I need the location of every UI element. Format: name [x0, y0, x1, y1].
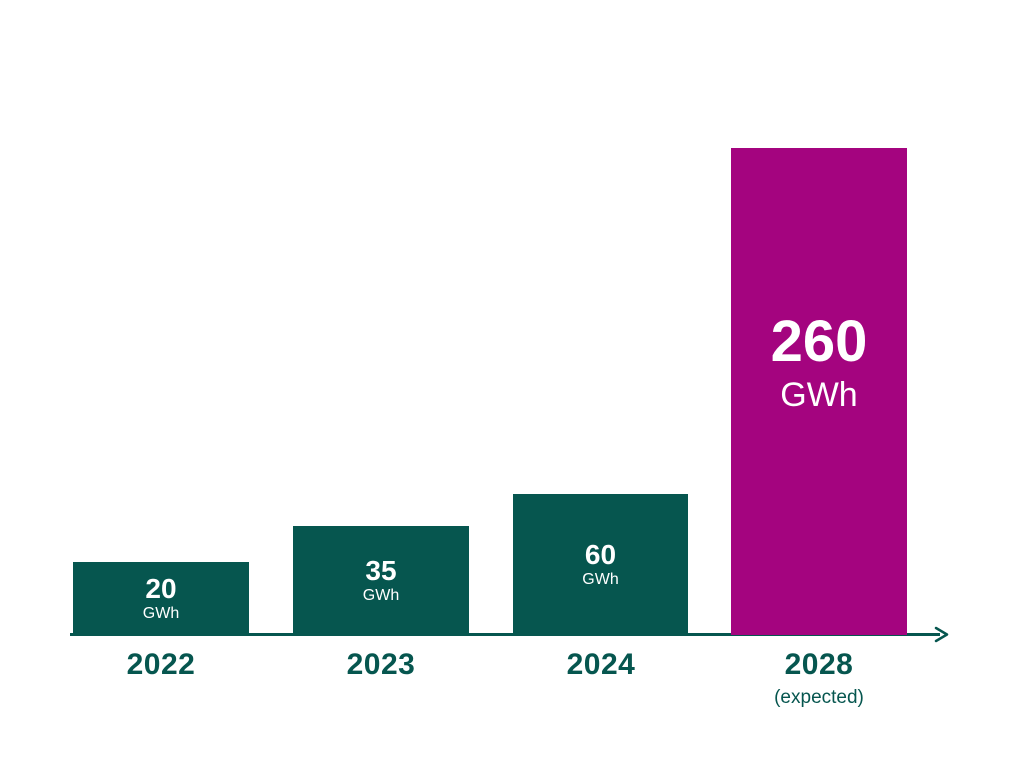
x-tick-2022: 2022: [73, 650, 249, 680]
bar-value: 260: [770, 309, 868, 375]
bar-label: 60 GWh: [582, 540, 618, 588]
bar-unit: GWh: [582, 570, 619, 588]
year-label: 2028: [784, 648, 854, 681]
x-tick-2024: 2024: [513, 650, 689, 680]
bar-value: 60: [584, 539, 617, 571]
bar-value: 35: [365, 555, 397, 587]
bar-unit: GWh: [780, 376, 858, 415]
bar-label: 35 GWh: [363, 556, 399, 604]
x-tick-2023: 2023: [293, 650, 469, 680]
bar-unit: GWh: [362, 586, 400, 604]
bar-2022: 20 GWh: [73, 562, 249, 635]
year-label: 2023: [346, 648, 416, 681]
bar-2028-expected: 260 GWh: [731, 148, 907, 635]
x-axis-arrow-icon: [934, 626, 949, 643]
bar-unit: GWh: [142, 604, 180, 622]
bar-2024: 60 GWh: [513, 494, 688, 635]
bar-label: 20 GWh: [143, 574, 179, 622]
x-tick-2028: 2028 (expected): [731, 648, 907, 708]
year-label: 2024: [566, 648, 636, 681]
expected-note: (expected): [774, 687, 864, 708]
year-label: 2022: [126, 648, 196, 681]
bar-2023: 35 GWh: [293, 526, 469, 635]
bar-label: 260 GWh: [771, 313, 868, 414]
bar-value: 20: [145, 573, 177, 605]
